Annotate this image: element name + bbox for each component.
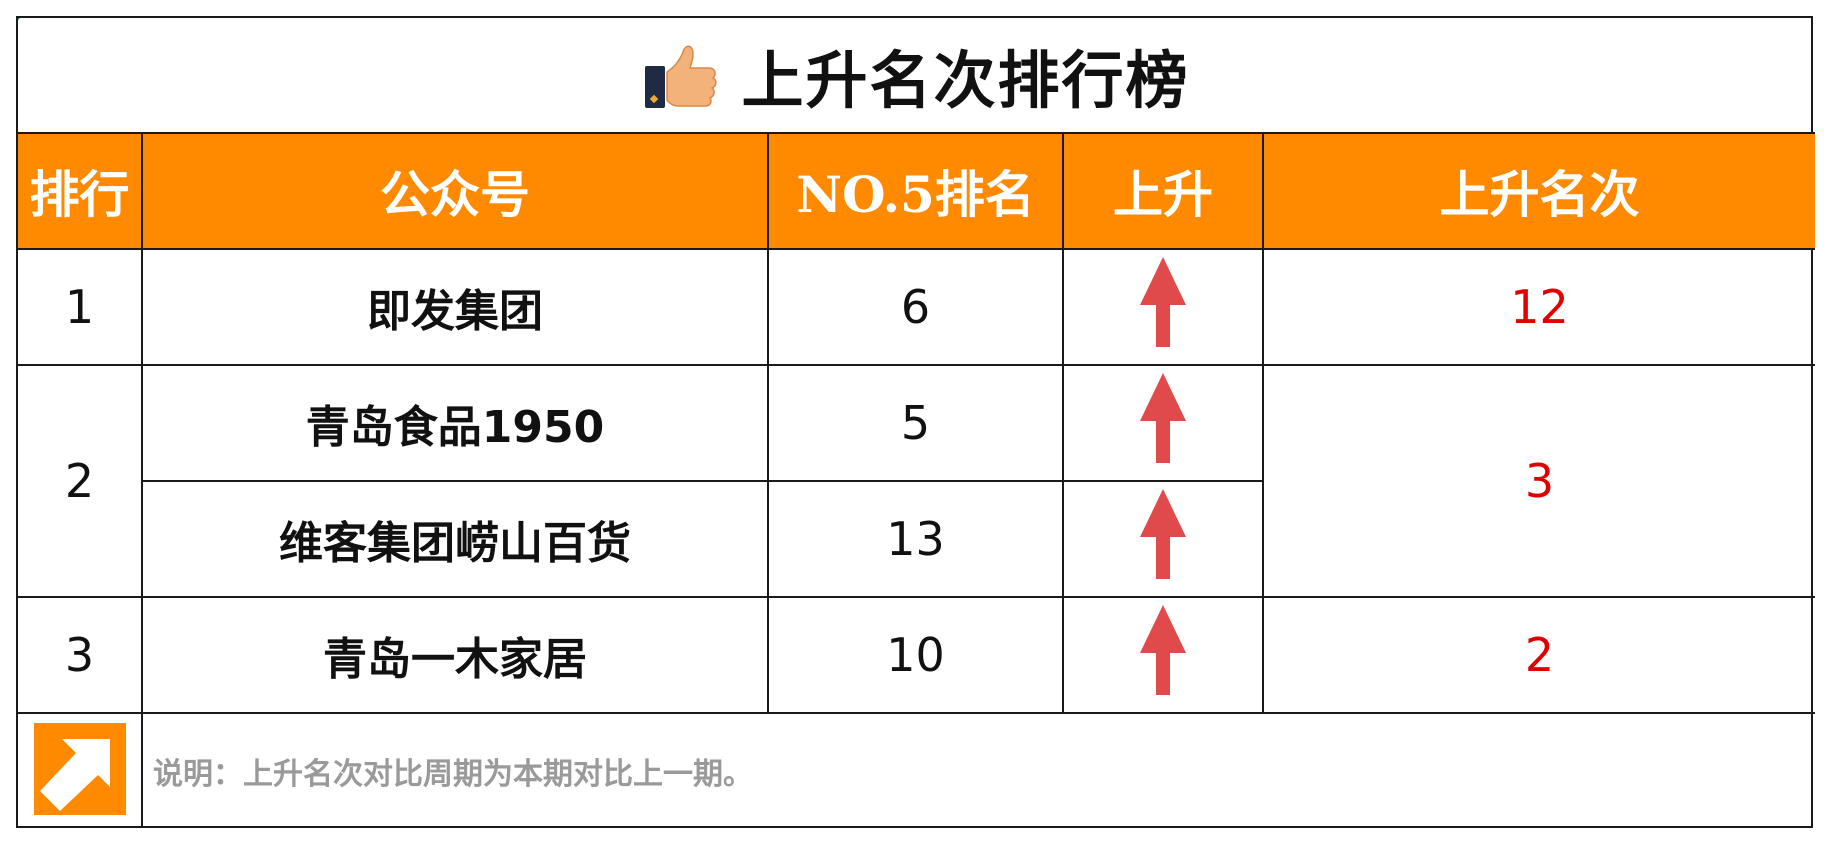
header-rise-places: 上升名次 — [1262, 132, 1815, 250]
ranking-table-sheet: 上升名次排行榜 排行 公众号 NO.5排名 上升 上升名次 1 即发集团 6 1… — [16, 16, 1815, 828]
table-row: 3 青岛一木家居 10 2 — [18, 596, 1815, 714]
table-row: 2 青岛食品1950 5 3 — [18, 364, 1815, 598]
ranking-table: 上升名次排行榜 排行 公众号 NO.5排名 上升 上升名次 1 即发集团 6 1… — [18, 18, 1815, 828]
no5-rank-cell: 6 — [767, 248, 1064, 366]
header-rank: 排行 — [18, 132, 143, 250]
table-row: 1 即发集团 6 12 — [18, 248, 1815, 366]
table-row: 维客集团崂山百货 13 — [18, 480, 1815, 598]
no5-rank-cell: 10 — [767, 596, 1064, 714]
note-row: 说明：上升名次对比周期为本期对比上一期。 — [18, 712, 1815, 828]
note-text: 说明：上升名次对比周期为本期对比上一期。 — [153, 757, 753, 792]
note-icon-cell — [18, 712, 143, 828]
account-name-cell: 青岛一木家居 — [141, 596, 769, 714]
rank-cell: 2 — [18, 364, 143, 598]
account-name-cell: 青岛食品1950 — [141, 364, 769, 482]
rank-cell: 3 — [18, 596, 143, 714]
rise-places-cell: 3 — [1262, 364, 1815, 598]
no5-rank-cell: 5 — [767, 364, 1064, 482]
rise-arrow-cell — [1062, 364, 1264, 482]
table-title-cell: 上升名次排行榜 — [18, 18, 1815, 134]
header-account: 公众号 — [141, 132, 769, 250]
header-no5-rank: NO.5排名 — [767, 132, 1064, 250]
note-cell: 说明：上升名次对比周期为本期对比上一期。 — [141, 712, 1815, 828]
header-rise: 上升 — [1062, 132, 1264, 250]
no5-rank-cell: 13 — [767, 480, 1064, 598]
account-name-cell: 即发集团 — [141, 248, 769, 366]
header-row: 排行 公众号 NO.5排名 上升 上升名次 — [18, 132, 1815, 250]
rise-places-cell: 12 — [1262, 248, 1815, 366]
rank-cell: 1 — [18, 248, 143, 366]
rise-arrow-cell — [1062, 480, 1264, 598]
red-up-arrow-icon — [1140, 604, 1186, 695]
rise-places-cell: 2 — [1262, 596, 1815, 714]
red-up-arrow-icon — [1140, 488, 1186, 579]
red-up-arrow-icon — [1140, 372, 1186, 463]
arrow-up-right-icon — [33, 723, 126, 815]
page-title: 上升名次排行榜 — [741, 44, 1190, 117]
account-name-cell: 维客集团崂山百货 — [141, 480, 769, 598]
rise-arrow-cell — [1062, 596, 1264, 714]
rise-arrow-cell — [1062, 248, 1264, 366]
thumbs-up-icon — [645, 45, 718, 108]
red-up-arrow-icon — [1140, 256, 1186, 347]
